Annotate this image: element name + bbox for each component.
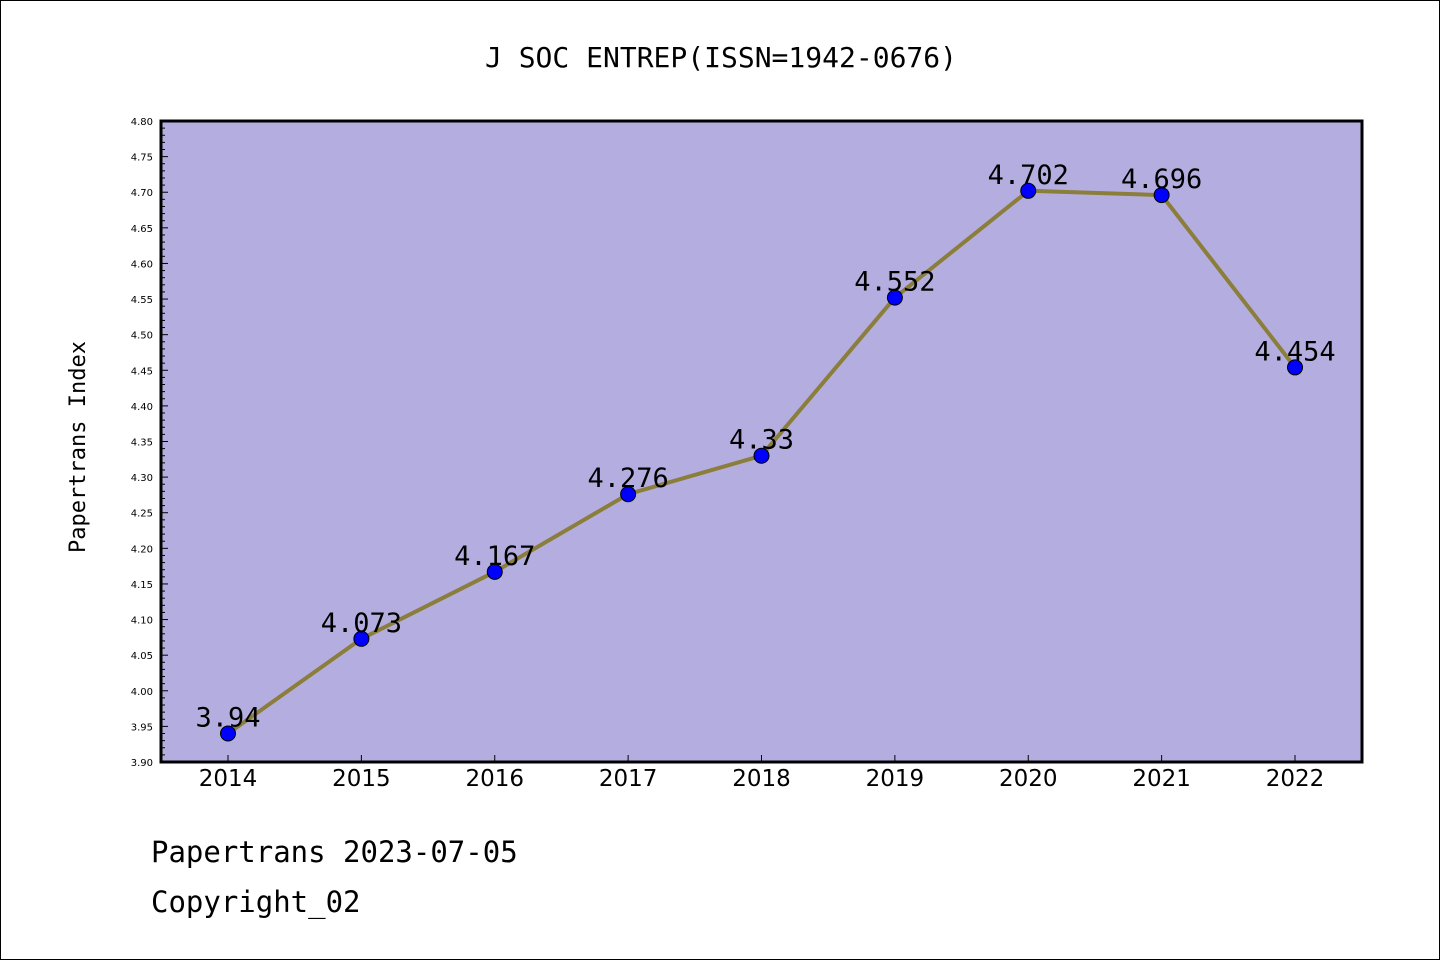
y-tick-label: 4.40	[131, 402, 153, 413]
y-tick-label: 4.30	[131, 473, 153, 484]
y-tick-label: 4.00	[131, 687, 153, 698]
data-label: 4.073	[321, 608, 402, 639]
y-axis: 3.90 3.95 4.00 4.05 4.10 4.15 4.20 4.25 4.30 4.35…	[131, 117, 168, 769]
y-tick-label: 3.90	[131, 758, 153, 769]
data-label: 4.696	[1121, 164, 1202, 195]
data-point	[353, 630, 370, 647]
data-label: 3.94	[195, 703, 260, 734]
x-tick-label: 2018	[732, 766, 791, 792]
data-label: 4.167	[454, 541, 535, 572]
data-label: 4.552	[854, 267, 935, 298]
data-point	[1020, 182, 1037, 199]
y-tick-label: 4.80	[131, 117, 153, 128]
y-tick-label: 4.50	[131, 331, 153, 342]
data-point	[1153, 187, 1170, 204]
x-tick-label: 2021	[1132, 766, 1191, 792]
y-tick-label: 4.10	[131, 616, 153, 627]
data-point	[220, 725, 236, 742]
y-tick-label: 4.20	[131, 544, 153, 555]
plot-area	[161, 121, 1362, 762]
x-tick-label: 2020	[999, 766, 1058, 792]
y-tick-label: 4.35	[131, 438, 153, 449]
y-tick-label: 4.25	[131, 509, 153, 520]
data-point	[486, 563, 503, 580]
data-label: 4.454	[1254, 336, 1335, 367]
x-tick-label: 2019	[866, 766, 925, 792]
y-tick-label: 4.05	[131, 651, 153, 662]
data-point	[886, 289, 903, 306]
x-tick-label: 2015	[332, 766, 391, 792]
data-markers	[220, 182, 1303, 742]
data-point	[753, 447, 770, 464]
y-tick-label: 4.55	[131, 295, 153, 306]
data-label: 4.33	[729, 425, 794, 456]
x-tick-label: 2016	[465, 766, 524, 792]
y-tick-label: 3.95	[131, 722, 153, 733]
data-labels: 3.94 4.073 4.167 4.276 4.33 4.552 4.702 4.696 4.…	[195, 160, 1335, 734]
footer-date: Papertrans 2023-07-05	[151, 835, 518, 869]
y-tick-label: 4.45	[131, 366, 153, 377]
plot-border	[159, 119, 1364, 764]
data-label: 4.276	[587, 463, 668, 494]
x-axis: 2014 2015 2016 2017 2018 2019 2020 2021 2022	[199, 755, 1325, 792]
x-tick-label: 2017	[599, 766, 658, 792]
y-tick-label: 4.75	[131, 153, 153, 164]
x-tick-label: 2014	[199, 766, 258, 792]
data-label: 4.702	[988, 160, 1069, 191]
data-point	[620, 486, 637, 503]
y-tick-label: 4.65	[131, 224, 153, 235]
y-tick-label: 4.60	[131, 259, 153, 270]
footer-copyright: Copyright_02	[151, 885, 361, 919]
chart-title: J SOC ENTREP(ISSN=1942-0676)	[485, 41, 957, 74]
y-tick-label: 4.15	[131, 580, 153, 591]
x-tick-label: 2022	[1266, 766, 1325, 792]
data-point	[1287, 359, 1303, 376]
y-axis-label: Papertrans Index	[66, 341, 91, 553]
y-tick-label: 4.70	[131, 188, 153, 199]
